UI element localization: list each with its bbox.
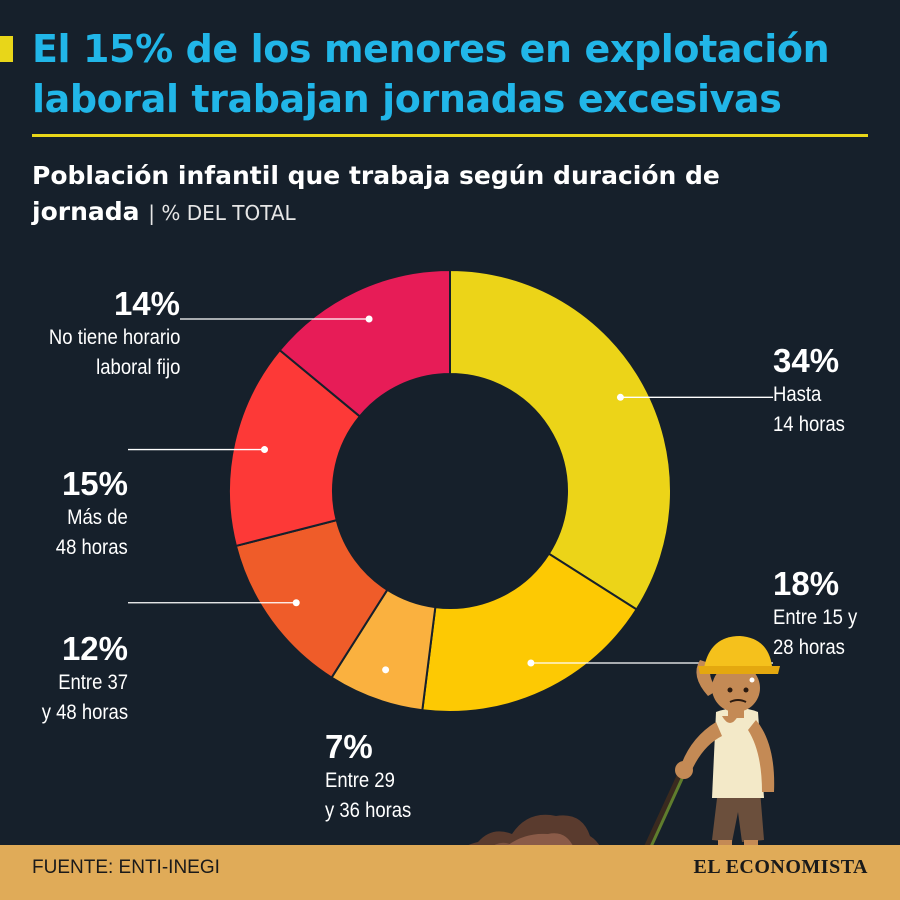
slice-category: Entre 15 y 28 horas — [773, 606, 858, 659]
slice-category: Entre 37 y 48 horas — [41, 671, 128, 724]
slice-percent: 7% — [325, 728, 373, 765]
source-note: FUENTE: ENTI-INEGI — [32, 857, 220, 878]
donut-chart — [128, 268, 773, 713]
slice-percent: 18% — [773, 565, 840, 602]
subtitle-unit: | % DEL TOTAL — [148, 201, 296, 225]
accent-bar — [0, 36, 13, 62]
slice-percent: 14% — [113, 285, 180, 322]
slice-category: Hasta 14 horas — [773, 383, 845, 436]
subtitle-text: Población infantil que trabaja según dur… — [32, 161, 720, 226]
footer-bar: FUENTE: ENTI-INEGI EL ECONOMISTA — [0, 845, 900, 900]
slice-category: Entre 29 y 36 horas — [325, 769, 412, 822]
slice-label: 34% Hasta 14 horas — [773, 342, 855, 440]
brand-logo: EL ECONOMISTA — [693, 856, 868, 878]
slice-label: 15% Más de 48 horas — [46, 465, 128, 563]
leader-dot — [382, 666, 390, 674]
donut-slice — [278, 268, 451, 418]
slice-percent: 15% — [61, 465, 128, 502]
slice-percent: 34% — [773, 342, 840, 379]
donut-slice — [449, 268, 672, 611]
slice-label: 7% Entre 29 y 36 horas — [325, 728, 423, 826]
slice-percent: 12% — [61, 630, 128, 667]
slice-label: 18% Entre 15 y 28 horas — [773, 565, 869, 663]
chart-subtitle: Población infantil que trabaja según dur… — [32, 158, 832, 231]
slice-label: 12% Entre 37 y 48 horas — [30, 630, 128, 728]
slice-category: Más de 48 horas — [56, 506, 128, 559]
slice-category: No tiene horario laboral fijo — [48, 326, 180, 379]
title-rule — [32, 134, 868, 137]
slice-label: 14% No tiene horario laboral fijo — [31, 285, 180, 383]
headline: El 15% de los menores en explotación lab… — [32, 27, 830, 121]
